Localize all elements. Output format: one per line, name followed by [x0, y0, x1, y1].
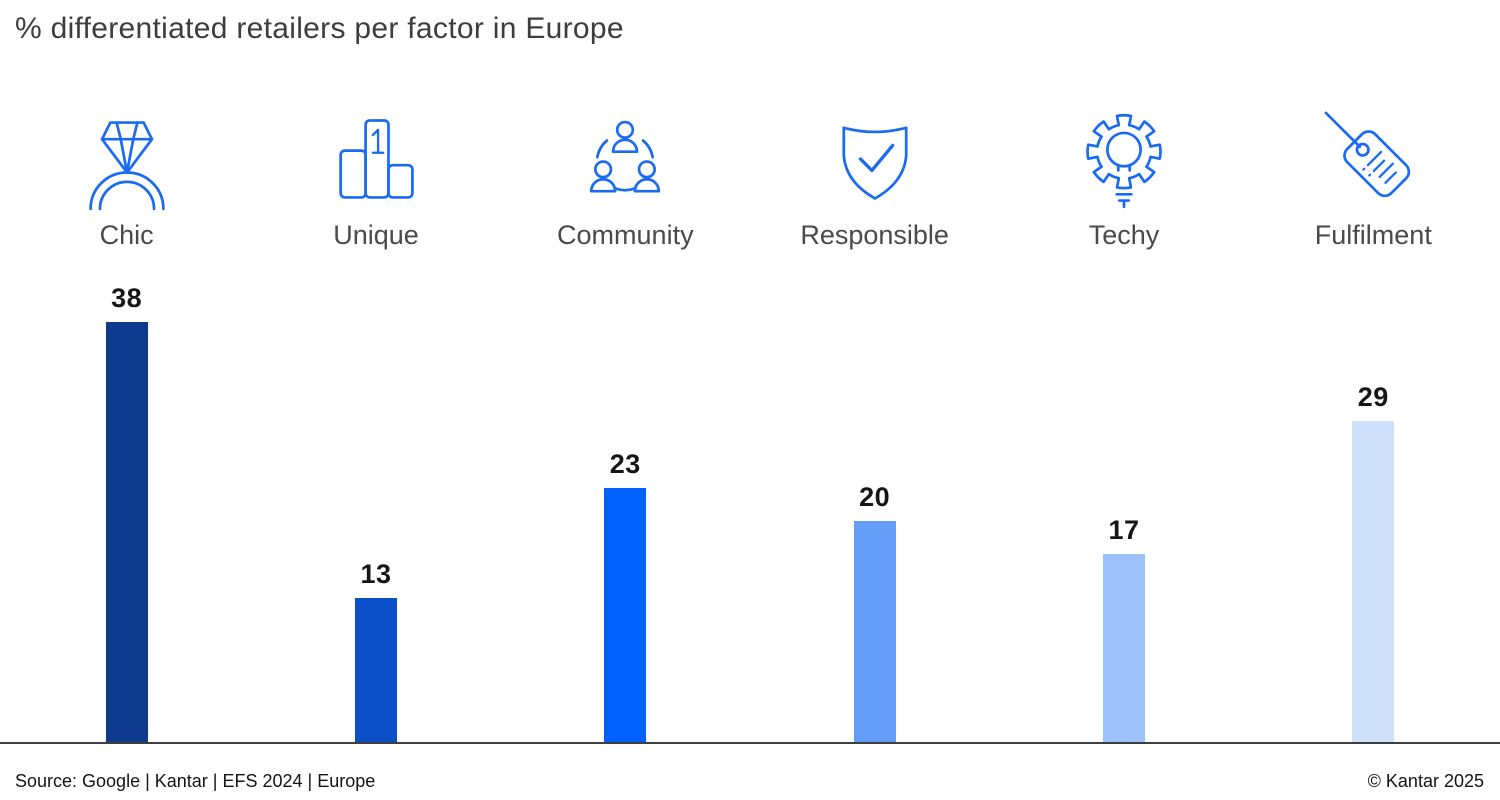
category-label: Unique	[333, 220, 419, 250]
community-people-icon	[573, 108, 677, 212]
copyright-note: © Kantar 2025	[1367, 771, 1484, 791]
bar-community	[604, 488, 647, 742]
podium-first-place-icon	[324, 108, 428, 212]
bar-value-label: 29	[1357, 382, 1389, 412]
x-axis-line	[0, 742, 1500, 744]
category-label: Fulfilment	[1314, 220, 1432, 250]
chart-title: % differentiated retailers per factor in…	[15, 12, 624, 45]
bar-responsible	[853, 521, 896, 742]
category-column-unique: Unique 13	[251, 108, 500, 742]
diamond-ring-icon	[75, 108, 179, 212]
bar-value-label: 20	[859, 482, 891, 512]
gear-lightbulb-icon	[1072, 108, 1176, 212]
bar-techy	[1102, 554, 1145, 742]
category-column-responsible: Responsible 20	[750, 108, 999, 742]
category-label: Community	[557, 220, 694, 250]
category-column-chic: Chic 38	[2, 108, 251, 742]
shield-check-icon	[823, 108, 927, 212]
price-tag-icon	[1321, 108, 1425, 212]
bar-chic	[105, 322, 148, 742]
category-column-fulfilment: Fulfilment 29	[1249, 108, 1498, 742]
bar-unique	[354, 598, 397, 742]
bar-value-label: 23	[609, 449, 641, 479]
category-label: Responsible	[800, 220, 949, 250]
bar-chart: Chic 38 Unique 13	[2, 108, 1498, 742]
category-column-community: Community 23	[501, 108, 750, 742]
bar-value-label: 13	[360, 559, 392, 589]
category-column-techy: Techy 17	[999, 108, 1248, 742]
category-label: Chic	[99, 220, 154, 250]
source-note: Source: Google | Kantar | EFS 2024 | Eur…	[15, 771, 376, 791]
bar-value-label: 17	[1108, 515, 1140, 545]
bar-fulfilment	[1352, 421, 1395, 742]
bar-value-label: 38	[111, 283, 143, 313]
category-label: Techy	[1088, 220, 1160, 250]
